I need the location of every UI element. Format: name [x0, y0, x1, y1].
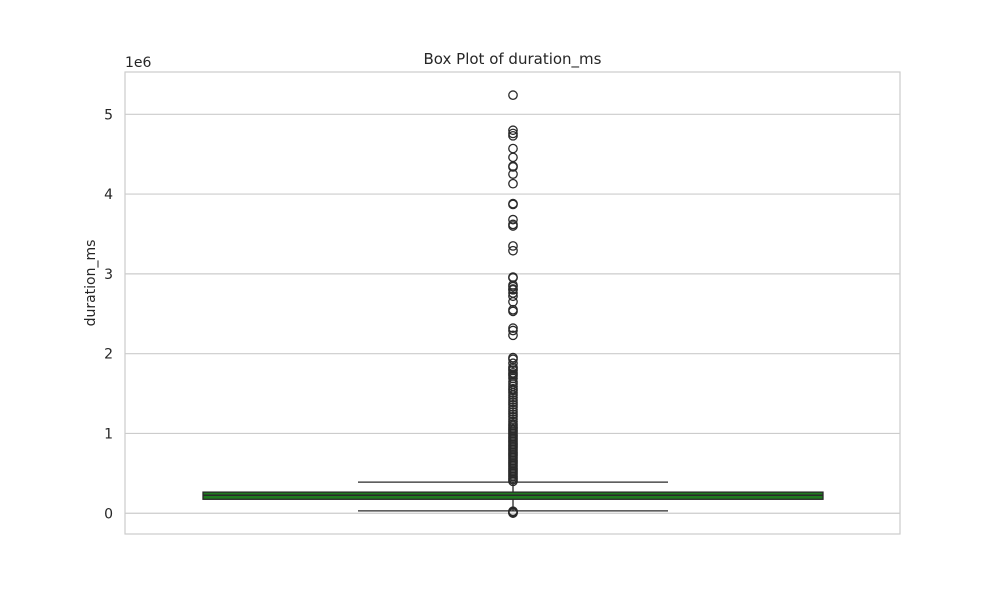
- outlier-point: [508, 330, 518, 341]
- y-tick-label: 5: [104, 107, 113, 123]
- y-tick-label: 3: [104, 267, 113, 283]
- y-tick-label: 0: [104, 506, 113, 522]
- outlier-layer: [508, 90, 518, 518]
- outlier-point: [508, 130, 518, 141]
- outlier-point: [508, 90, 518, 100]
- outlier-point: [508, 221, 518, 231]
- outlier-point: [508, 476, 518, 487]
- y-tick-label: 1: [104, 426, 113, 442]
- outlier-point: [508, 358, 518, 369]
- outlier-point: [508, 284, 518, 295]
- chart-title: Box Plot of duration_ms: [424, 50, 602, 69]
- axis-offset-label: 1e6: [125, 55, 152, 71]
- outlier-point: [508, 306, 518, 317]
- outlier-point: [508, 199, 518, 210]
- outlier-point: [508, 241, 518, 251]
- outlier-point: [508, 178, 518, 189]
- outlier-point: [508, 169, 518, 179]
- outlier-point: [508, 214, 518, 225]
- outlier-point: [508, 291, 518, 302]
- y-tick-label: 4: [104, 187, 113, 203]
- outlier-point: [508, 162, 518, 172]
- y-axis-label: duration_ms: [83, 240, 99, 327]
- y-tick-label: 2: [104, 347, 113, 363]
- outlier-point: [508, 508, 518, 518]
- outlier-point: [508, 245, 518, 256]
- outlier-point: [508, 125, 518, 136]
- outlier-point: [508, 325, 518, 336]
- plot-frame: [124, 71, 901, 535]
- tick-layer: 0 1 2 3 4 5: [104, 107, 113, 522]
